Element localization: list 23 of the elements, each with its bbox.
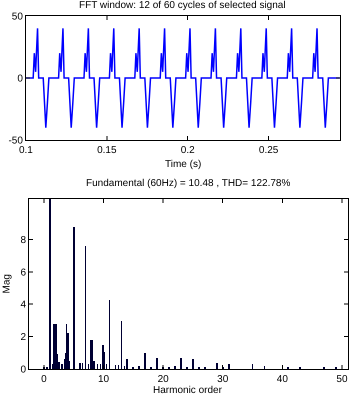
- x-tick-label: 0.2: [180, 145, 196, 156]
- x-tick-label: 30: [217, 374, 229, 385]
- x-tick-label: 0.1: [18, 145, 34, 156]
- chart-title: FFT window: 12 of 60 cycles of selected signal: [79, 0, 286, 11]
- x-tick-label: 50: [336, 374, 348, 385]
- x-axis-title: Harmonic order: [153, 385, 223, 396]
- x-tick-label: 20: [158, 374, 170, 385]
- chart-title: Fundamental (60Hz) = 10.48 , THD= 122.78%: [86, 178, 290, 189]
- y-tick-label: 8: [20, 234, 26, 246]
- y-tick-label: -50: [8, 136, 24, 147]
- x-tick-label: 40: [276, 374, 288, 385]
- x-tick-label: 0.25: [258, 145, 279, 156]
- x-axis-title: Time (s): [165, 159, 202, 170]
- y-tick-label: 6: [20, 267, 26, 278]
- y-axis-title: Mag: [2, 274, 13, 294]
- x-tick-label: 0.15: [97, 145, 117, 156]
- y-tick-label: 4: [20, 300, 26, 311]
- x-tick-label: 0: [41, 374, 48, 385]
- x-tick-label: 10: [98, 374, 110, 385]
- y-tick-label: 50: [12, 11, 24, 22]
- y-tick-label: 0: [17, 74, 24, 85]
- y-tick-label: 2: [20, 332, 26, 344]
- y-tick-label: 0: [20, 364, 26, 376]
